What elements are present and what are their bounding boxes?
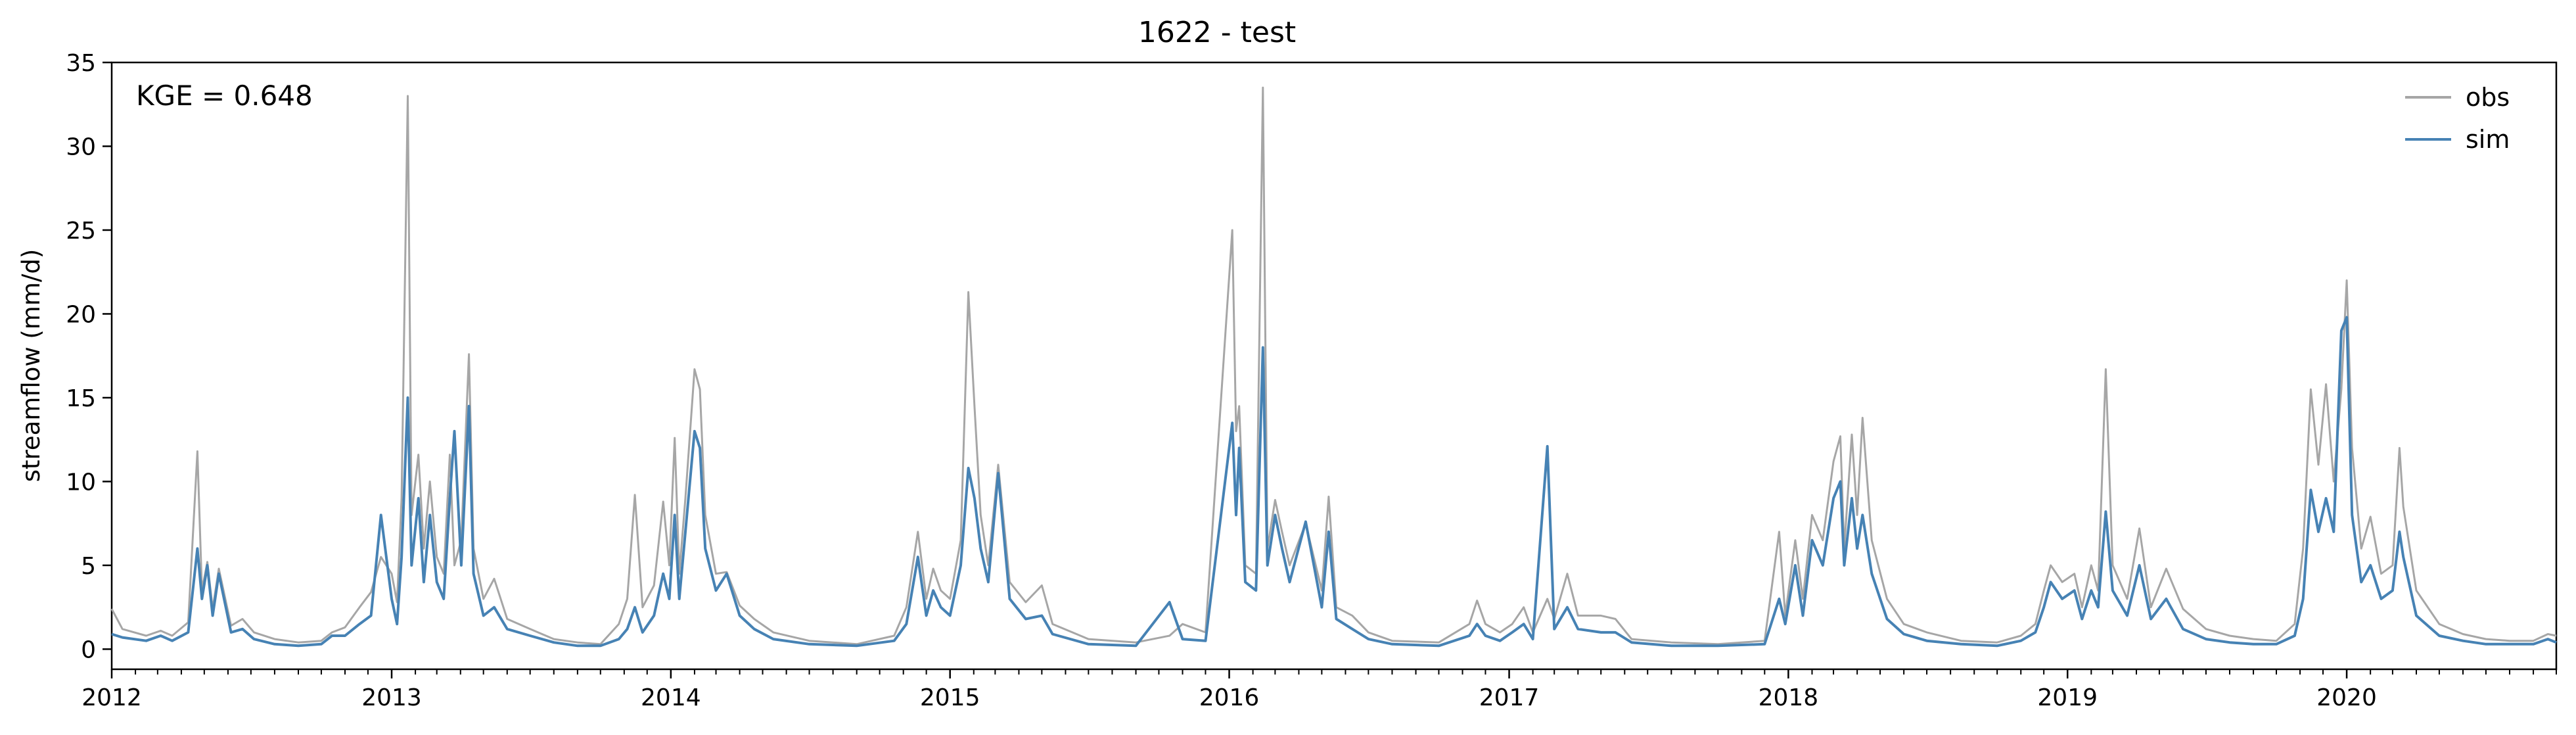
x-tick-label: 2016: [1199, 684, 1260, 711]
x-ticks: 2012 2013 2014 2015 2016 2017 2018 2019 2020: [81, 669, 2557, 711]
x-tick-label: 2018: [1759, 684, 1819, 711]
x-tick-label: 2013: [361, 684, 422, 711]
series-line-obs: [110, 86, 2557, 646]
y-tick-label: 20: [66, 301, 96, 328]
kge-annotation: KGE = 0.648: [136, 80, 313, 112]
series-line-sim: [111, 316, 2557, 648]
series-lines: [110, 86, 2557, 648]
y-tick-label: 35: [66, 50, 96, 77]
x-tick-label: 2012: [81, 684, 142, 711]
x-tick-label: 2015: [920, 684, 980, 711]
x-tick-label: 2020: [2316, 684, 2377, 711]
legend-obs-label: obs: [2466, 83, 2510, 112]
x-tick-label: 2017: [1479, 684, 1540, 711]
y-tick-label: 0: [81, 636, 96, 663]
legend: obs sim: [2405, 83, 2510, 154]
x-tick-label: 2014: [641, 684, 701, 711]
plot-area: 2012 2013 2014 2015 2016 2017 2018 2019 2020 051…: [66, 50, 2558, 711]
y-tick-label: 25: [66, 218, 96, 245]
y-tick-label: 10: [66, 469, 96, 496]
y-tick-label: 15: [66, 385, 96, 412]
y-ticks: 0 5 10 15 20 25 30 35: [66, 50, 112, 663]
chart-title: 1622 - test: [1138, 16, 1296, 49]
y-tick-label: 5: [81, 553, 96, 580]
y-tick-label: 30: [66, 133, 96, 160]
x-tick-label: 2019: [2037, 684, 2098, 711]
y-axis-label: streamflow (mm/d): [17, 249, 45, 483]
plot-frame: [110, 61, 2558, 671]
legend-sim-label: sim: [2466, 125, 2510, 154]
